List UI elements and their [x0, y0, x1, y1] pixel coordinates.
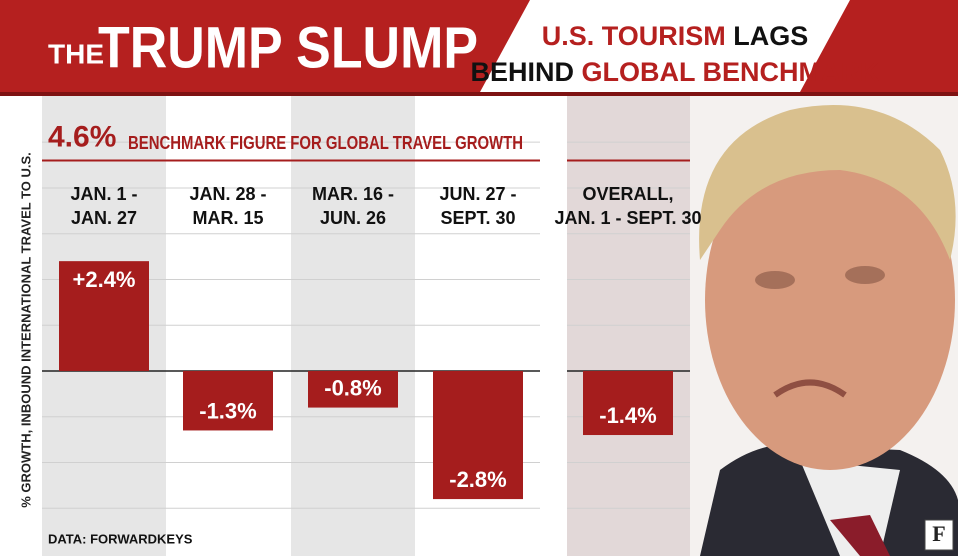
benchmark-value: 4.6% [48, 120, 116, 153]
x-tick-label: JAN. 1 - JAN. 27 [70, 184, 137, 228]
bar [183, 370, 273, 431]
banner [0, 0, 530, 92]
banner-rule [0, 92, 958, 96]
x-tick-label-line: JAN. 28 - [189, 184, 266, 204]
x-tick-label-line: SEPT. 30 [440, 208, 515, 228]
x-tick-label-line: OVERALL, [582, 184, 673, 204]
bar [59, 261, 149, 371]
x-tick-label: JAN. 28 - MAR. 15 [189, 184, 266, 228]
value-label: -0.8% [324, 375, 381, 400]
x-tick-label-line: MAR. 16 - [312, 184, 394, 204]
bar [583, 370, 673, 436]
bar [433, 370, 523, 500]
logo: F [932, 521, 945, 546]
subtitle-part: U.S. TOURISM [542, 21, 726, 51]
source: DATA: FORWARDKEYS [48, 531, 193, 546]
title: TRUMP SLUMP [98, 15, 478, 80]
subtitle-part: BEHIND [470, 57, 581, 87]
benchmark-text: BENCHMARK FIGURE FOR GLOBAL TRAVEL GROWT… [128, 133, 523, 153]
value-label: -2.8% [449, 467, 506, 492]
banner-wedge [800, 0, 958, 92]
photo [690, 95, 958, 556]
x-tick-label: OVERALL, JAN. 1 - SEPT. 30 [554, 184, 701, 228]
marks [59, 261, 673, 500]
x-tick-label-line: JAN. 27 [71, 208, 137, 228]
value-label: +2.4% [73, 267, 136, 292]
x-tick-label: JUN. 27 - SEPT. 30 [439, 184, 516, 228]
x-tick-label-line: JAN. 1 - SEPT. 30 [554, 208, 701, 228]
title-small: THE [48, 38, 104, 69]
logo-box [924, 519, 954, 551]
x-tick-label-line: JUN. 26 [320, 208, 386, 228]
x-tick-label: MAR. 16 - JUN. 26 [312, 184, 394, 228]
x-tick-label-line: JUN. 27 - [439, 184, 516, 204]
subtitle-line: U.S. TOURISM LAGS [542, 21, 809, 51]
x-tick-label-line: MAR. 15 [192, 208, 263, 228]
x-tick-label-line: JAN. 1 - [70, 184, 137, 204]
subtitle-line: BEHIND GLOBAL BENCHMARK [470, 57, 880, 87]
subtitle-part: GLOBAL BENCHMARK [582, 57, 880, 87]
value-label: -1.3% [199, 398, 256, 423]
value-label: -1.4% [599, 403, 656, 428]
y-axis-label: % GROWTH, INBOUND INTERNATIONAL TRAVEL T… [18, 152, 33, 508]
subtitle-part: LAGS [726, 21, 809, 51]
bar [308, 370, 398, 408]
